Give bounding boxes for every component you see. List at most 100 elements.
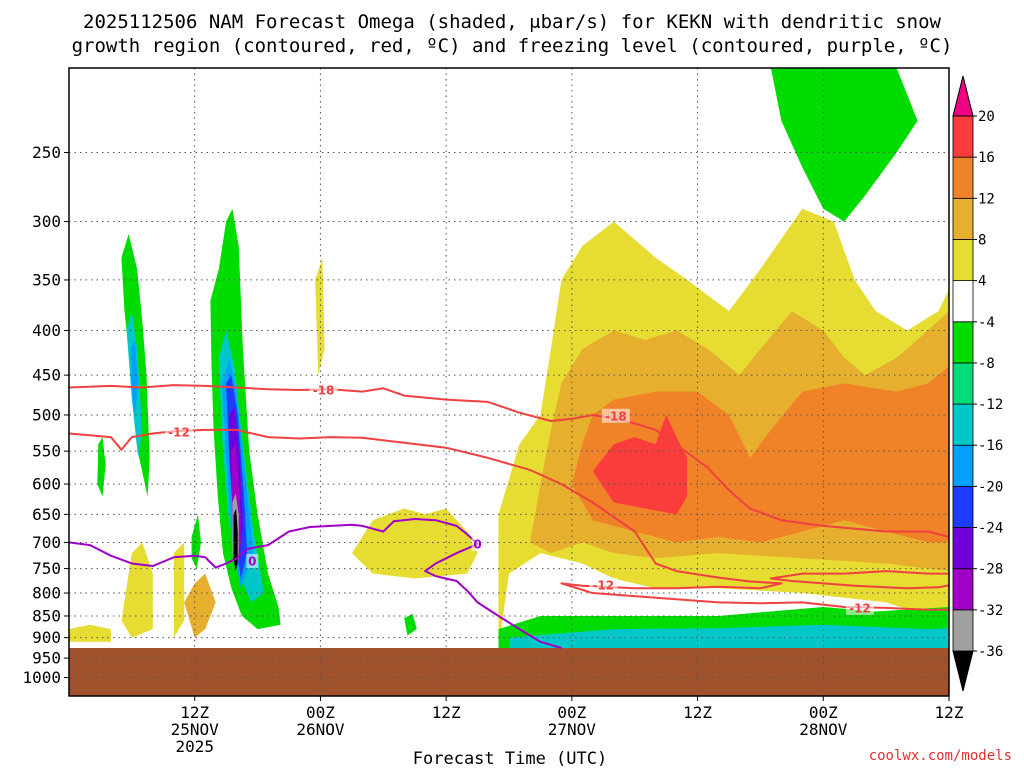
x-tick-label: 2025 <box>175 737 214 756</box>
colorbar-swatch <box>952 197 974 240</box>
colorbar-label: -32 <box>978 603 1003 619</box>
omega-region <box>173 542 185 638</box>
x-tick-label: 12Z <box>180 703 209 722</box>
contour-dgz-top <box>69 384 949 538</box>
contours <box>69 384 949 649</box>
colorbar-swatch <box>952 527 974 570</box>
colorbar-swatch <box>952 485 974 528</box>
contour-dgz-right <box>769 570 949 590</box>
x-tick-label: 25NOV <box>171 720 220 739</box>
colorbar-label: 20 <box>978 109 995 125</box>
colorbar-label: -12 <box>978 397 1003 413</box>
credit-text: coolwx.com/models <box>869 748 1012 764</box>
omega-region <box>592 415 688 515</box>
colorbar-swatch <box>952 280 974 323</box>
omega-region <box>210 208 281 630</box>
omega-region <box>184 573 216 638</box>
y-tick-label: 800 <box>32 584 61 603</box>
colorbar: -36 -32 -28 -24 -20 -16 -12 -8 -4 4 8 12 16 20 <box>952 75 1003 692</box>
colorbar-swatch <box>952 156 974 199</box>
chart-title-line2: growth region (contoured, red, ºC) and f… <box>72 35 953 57</box>
chart-title-line1: 2025112506 NAM Forecast Omega (shaded, μ… <box>83 11 941 33</box>
colorbar-swatch <box>952 609 974 652</box>
colorbar-swatch <box>952 403 974 446</box>
y-tick-label: 450 <box>32 366 61 385</box>
contour-label: 0 <box>248 554 256 568</box>
x-tick-label: 27NOV <box>548 720 597 739</box>
colorbar-label: 12 <box>978 191 995 207</box>
x-tick-label: 12Z <box>935 703 964 722</box>
colorbar-label: 4 <box>978 274 986 290</box>
contour-label-bg <box>246 553 259 568</box>
contour-label: -18 <box>313 383 335 397</box>
x-axis-label: Forecast Time (UTC) <box>413 749 607 768</box>
contour-label: -18 <box>605 409 627 423</box>
contour-dgz-bottom <box>69 428 949 611</box>
contour-label: -12 <box>168 426 190 440</box>
y-tick-label: 700 <box>32 533 61 552</box>
omega-region <box>404 613 417 636</box>
omega-region <box>130 339 139 415</box>
y-tick-label: 400 <box>32 321 61 340</box>
x-tick-label: 00Z <box>557 703 586 722</box>
colorbar-swatch <box>952 115 974 158</box>
colorbar-swatch <box>952 568 974 611</box>
y-tick-label: 300 <box>32 212 61 231</box>
contour-label-bg <box>845 600 874 615</box>
y-tick-label: 250 <box>32 143 61 162</box>
colorbar-swatch <box>952 75 974 117</box>
colorbar-label: 8 <box>978 232 986 248</box>
colorbar-label: -24 <box>978 521 1003 537</box>
y-tick-label: 900 <box>32 628 61 647</box>
contour-label-bg <box>601 408 630 423</box>
x-tick-label: 12Z <box>683 703 712 722</box>
contour-label-bg <box>471 537 484 552</box>
y-tick-label: 500 <box>32 406 61 425</box>
gridlines <box>69 68 949 696</box>
omega-region <box>97 437 106 497</box>
y-tick-label: 350 <box>32 270 61 289</box>
contour-label: -12 <box>849 601 871 615</box>
colorbar-swatch <box>952 321 974 364</box>
colorbar-label: -16 <box>978 438 1003 454</box>
contour-label: 0 <box>473 538 481 552</box>
colorbar-swatch <box>952 239 974 282</box>
y-tick-label: 600 <box>32 475 61 494</box>
x-tick-label: 28NOV <box>799 720 848 739</box>
contour-label-bg <box>309 382 338 397</box>
colorbar-label: -20 <box>978 479 1003 495</box>
omega-region <box>191 514 201 569</box>
y-axis: 250 300 350 400 450 500 550 600 650 700 750 800 850 9… <box>22 143 69 687</box>
colorbar-label: -4 <box>978 315 995 331</box>
omega-region <box>121 542 153 638</box>
colorbar-label: -28 <box>978 562 1003 578</box>
x-tick-label: 00Z <box>306 703 335 722</box>
y-tick-label: 650 <box>32 505 61 524</box>
omega-region <box>233 508 238 572</box>
y-tick-label: 1000 <box>22 668 61 687</box>
y-tick-label: 550 <box>32 442 61 461</box>
colorbar-label: -36 <box>978 644 1003 660</box>
omega-region <box>509 624 949 648</box>
x-tick-label: 26NOV <box>296 720 345 739</box>
y-tick-label: 750 <box>32 559 61 578</box>
colorbar-label: -8 <box>978 356 995 372</box>
colorbar-swatch <box>952 362 974 405</box>
colorbar-swatch <box>952 650 974 692</box>
omega-region <box>69 624 111 642</box>
omega-region <box>315 257 325 376</box>
contour-freezing-level <box>69 518 562 649</box>
colorbar-label: 16 <box>978 150 995 166</box>
x-tick-label: 00Z <box>809 703 838 722</box>
y-tick-label: 950 <box>32 649 61 668</box>
y-tick-label: 850 <box>32 606 61 625</box>
contour-label-bg <box>589 577 618 592</box>
x-tick-label: 12Z <box>432 703 461 722</box>
ground-fill <box>69 647 949 696</box>
contour-label: -12 <box>592 578 614 592</box>
omega-shading <box>69 68 949 648</box>
